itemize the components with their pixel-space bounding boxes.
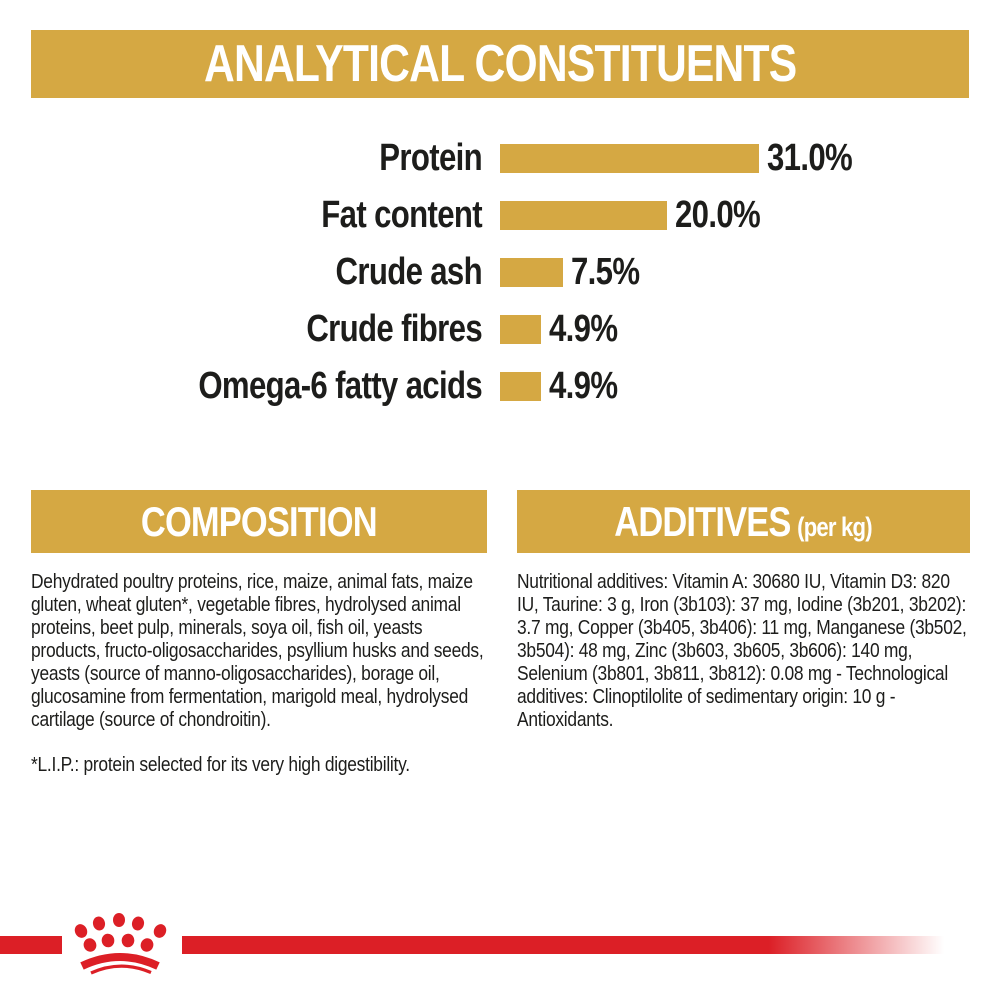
analytical-constituents-chart: Protein 31.0% Fat content 20.0% Crude as… [0, 137, 1000, 429]
chart-category-label: Protein [379, 137, 482, 179]
chart-value-label: 4.9% [548, 365, 618, 407]
composition-heading: COMPOSITION [141, 497, 378, 545]
brand-stripe-right [182, 936, 944, 954]
chart-value-label: 7.5% [570, 251, 640, 293]
additives-banner: ADDITIVES (per kg) [517, 490, 970, 553]
chart-category-label: Crude fibres [306, 308, 482, 350]
additives-heading: ADDITIVES [614, 497, 792, 545]
chart-value-label: 4.9% [548, 308, 618, 350]
chart-value-label: 31.0% [766, 137, 853, 179]
lip-footnote: *L.I.P.: protein selected for its very h… [31, 754, 410, 776]
composition-banner: COMPOSITION [31, 490, 487, 553]
chart-bar [500, 144, 759, 173]
chart-row: Omega-6 fatty acids 4.9% [0, 365, 1000, 407]
chart-row: Fat content 20.0% [0, 194, 1000, 236]
chart-row: Crude ash 7.5% [0, 251, 1000, 293]
chart-category-label: Fat content [321, 194, 482, 236]
chart-category-label: Omega-6 fatty acids [198, 365, 482, 407]
chart-row: Protein 31.0% [0, 137, 1000, 179]
additives-body: Nutritional additives: Vitamin A: 30680 … [517, 571, 967, 731]
composition-body: Dehydrated poultry proteins, rice, maize… [31, 571, 484, 731]
chart-value-label: 20.0% [675, 194, 761, 236]
composition-text-block: Dehydrated poultry proteins, rice, maize… [31, 571, 490, 777]
additives-heading-suffix: (per kg) [797, 511, 873, 542]
chart-bar [500, 201, 667, 230]
chart-bar [500, 258, 563, 287]
analytical-constituents-banner: ANALYTICAL CONSTITUENTS [31, 30, 969, 98]
additives-text-block: Nutritional additives: Vitamin A: 30680 … [517, 571, 973, 732]
chart-bar [500, 315, 541, 344]
chart-bar [500, 372, 541, 401]
chart-row: Crude fibres 4.9% [0, 308, 1000, 350]
chart-category-label: Crude ash [335, 251, 483, 293]
royal-canin-crown-logo [74, 913, 167, 975]
brand-stripe-left [0, 936, 62, 954]
page-title: ANALYTICAL CONSTITUENTS [203, 35, 797, 93]
